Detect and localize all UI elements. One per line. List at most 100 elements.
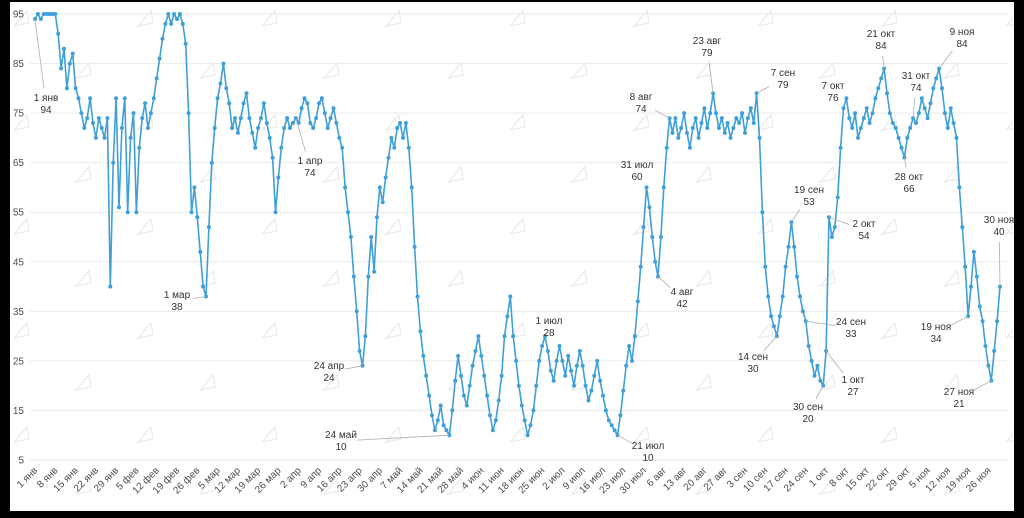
data-point — [473, 349, 478, 353]
data-point — [867, 121, 872, 125]
data-point — [137, 145, 142, 150]
annotation-value: 79 — [701, 48, 713, 59]
data-point — [169, 21, 174, 26]
annotation-value: 74 — [635, 104, 647, 115]
data-point — [302, 96, 307, 101]
data-point — [230, 126, 235, 130]
data-point — [751, 121, 756, 125]
annotation-date: 8 авг — [630, 92, 653, 103]
data-point — [270, 155, 275, 160]
data-point — [502, 334, 507, 339]
annotation-label: 19 сен 53 — [794, 185, 824, 208]
annotation-date: 9 ноя — [950, 27, 975, 38]
annotation-value: 10 — [335, 442, 347, 453]
data-point — [632, 334, 637, 339]
data-point — [783, 264, 788, 269]
data-point — [780, 294, 785, 299]
data-point — [172, 12, 177, 16]
data-point — [418, 329, 423, 334]
y-axis-tick-label: 45 — [13, 257, 25, 268]
data-point — [369, 235, 374, 239]
annotation-label: 24 сен 33 — [836, 317, 866, 340]
data-point — [53, 12, 58, 16]
annotation-value: 38 — [171, 302, 183, 313]
data-point — [551, 378, 556, 383]
annotation-date: 1 янв — [34, 93, 59, 104]
data-point — [322, 111, 327, 116]
data-point — [740, 111, 745, 116]
annotation-date: 14 сен — [738, 352, 768, 363]
data-point — [282, 126, 287, 130]
data-point — [601, 393, 605, 398]
data-point — [259, 116, 263, 121]
annotation-leader-line — [655, 110, 670, 119]
annotation-date: 1 июл — [535, 316, 562, 327]
annotation-label: 30 сен 20 — [793, 402, 823, 425]
data-point — [148, 111, 153, 116]
data-point — [583, 383, 588, 388]
data-point — [986, 363, 991, 368]
data-point — [328, 116, 333, 121]
annotation-date: 7 сен — [771, 68, 795, 79]
data-point — [957, 185, 962, 190]
annotation-leader-line — [950, 315, 969, 326]
data-point — [140, 116, 145, 121]
data-point — [566, 353, 571, 358]
data-point — [105, 116, 110, 121]
data-point — [363, 334, 368, 339]
data-point — [183, 41, 188, 46]
data-point — [638, 264, 643, 269]
data-point — [777, 314, 782, 319]
data-point — [516, 383, 521, 388]
annotation-value: 24 — [323, 373, 335, 384]
data-point — [919, 96, 924, 101]
data-point — [716, 126, 721, 130]
data-point — [853, 111, 858, 116]
y-axis-tick-label: 95 — [13, 10, 25, 21]
data-point — [916, 111, 921, 116]
data-point — [841, 106, 846, 111]
data-point — [108, 284, 113, 289]
data-point — [890, 121, 895, 125]
data-point — [879, 76, 884, 81]
annotation-label: 1 янв 94 — [34, 93, 59, 116]
data-point — [676, 135, 681, 140]
data-point — [386, 155, 391, 160]
annotation-leader-line — [828, 216, 850, 225]
data-point — [346, 210, 350, 215]
data-point — [618, 413, 623, 418]
annotation-leader-line — [791, 209, 801, 223]
annotation-value: 54 — [858, 231, 870, 242]
data-point — [786, 244, 791, 249]
data-point — [180, 21, 185, 26]
annotation-label: 1 июл 28 — [535, 316, 562, 339]
data-point — [192, 185, 197, 190]
data-point — [505, 314, 510, 319]
data-point — [273, 210, 278, 215]
y-axis-tick-label: 5 — [18, 456, 24, 467]
data-point — [128, 135, 133, 140]
annotation-date: 27 ноя — [944, 387, 974, 398]
data-point — [198, 249, 203, 254]
data-point — [942, 111, 947, 116]
data-point — [317, 101, 321, 106]
data-point — [630, 358, 634, 363]
data-point — [290, 121, 295, 125]
data-point — [175, 17, 179, 21]
data-point — [340, 145, 345, 150]
data-point — [337, 135, 342, 140]
annotation-date: 24 апр — [314, 361, 345, 372]
annotation-leader-line — [295, 117, 306, 152]
annotation-date: 21 июл — [632, 441, 665, 452]
data-point — [708, 111, 713, 116]
data-point — [931, 86, 936, 91]
data-point — [490, 428, 495, 433]
letterbox-left — [0, 0, 10, 518]
data-point — [914, 121, 918, 125]
data-point — [403, 121, 408, 125]
annotation-leader-line — [192, 296, 207, 299]
data-point — [670, 130, 675, 135]
data-point — [134, 210, 139, 215]
